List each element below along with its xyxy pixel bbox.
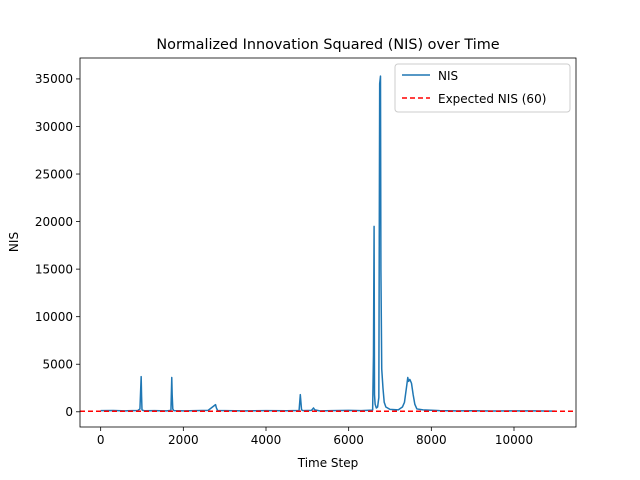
legend-label-expected-nis: Expected NIS (60) bbox=[438, 92, 546, 106]
plot-frame bbox=[79, 57, 577, 428]
legend-label-nis: NIS bbox=[438, 69, 458, 83]
x-tick-label: 8000 bbox=[416, 433, 447, 447]
x-tick-label: 2000 bbox=[168, 433, 199, 447]
y-axis-label: NIS bbox=[7, 232, 21, 252]
y-tick-label: 5000 bbox=[42, 358, 73, 372]
nis-series-line bbox=[100, 75, 556, 412]
x-axis-label: Time Step bbox=[297, 456, 359, 470]
y-tick-label: 30000 bbox=[35, 120, 73, 134]
y-tick-label: 35000 bbox=[35, 72, 73, 86]
x-tick-label: 6000 bbox=[333, 433, 364, 447]
y-tick-label: 25000 bbox=[35, 167, 73, 181]
legend-frame bbox=[394, 63, 571, 113]
x-tick-label: 10000 bbox=[495, 433, 533, 447]
x-tick-label: 4000 bbox=[251, 433, 282, 447]
y-tick-label: 0 bbox=[65, 405, 73, 419]
chart-title: Normalized Innovation Squared (NIS) over… bbox=[156, 37, 499, 53]
y-tick-label: 10000 bbox=[35, 310, 73, 324]
series-layer bbox=[80, 75, 576, 412]
legend: NIS Expected NIS (60) bbox=[394, 63, 571, 113]
y-axis: 0 5000 10000 15000 20000 25000 30000 35000 bbox=[35, 72, 80, 419]
y-tick-label: 20000 bbox=[35, 215, 73, 229]
x-tick-label: 0 bbox=[97, 433, 105, 447]
y-tick-label: 15000 bbox=[35, 262, 73, 276]
x-axis: 0 2000 4000 6000 8000 10000 bbox=[97, 427, 533, 447]
